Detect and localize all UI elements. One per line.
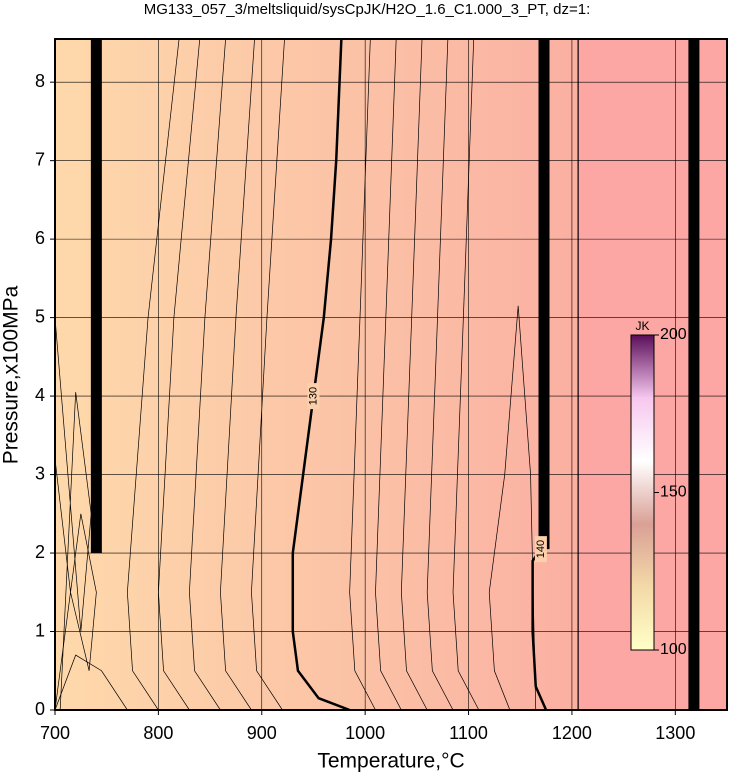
x-tick-label: 800 [143, 723, 173, 743]
y-tick-label: 3 [35, 463, 45, 483]
contour-line [189, 39, 226, 710]
y-tick-label: 7 [35, 149, 45, 169]
x-tick-label: 1200 [552, 723, 592, 743]
y-tick-label: 1 [35, 620, 45, 640]
x-tick-label: 1100 [449, 723, 488, 743]
y-tick-label: 4 [35, 385, 45, 405]
contour-line [55, 458, 97, 710]
contour-line [400, 39, 428, 710]
contour-line [55, 654, 128, 710]
contour-label-bg [307, 383, 320, 410]
frame [54, 38, 728, 711]
colorbar-tick-label: 200 [660, 326, 687, 343]
contour-line [158, 39, 201, 710]
contour-line [220, 39, 255, 710]
contour-line [426, 39, 454, 710]
x-axis-label: Temperature,°C [317, 750, 464, 773]
contour-label: 140 [535, 540, 547, 558]
contour-line [452, 39, 480, 710]
colorbar-tick-label: 150 [660, 484, 687, 501]
contour-line [127, 39, 180, 710]
y-tick-label: 2 [35, 542, 45, 562]
y-tick-label: 0 [35, 699, 45, 719]
contour-line [375, 39, 402, 710]
y-tick-label: 6 [35, 228, 45, 248]
x-tick-label: 900 [247, 723, 277, 743]
colorbar [630, 334, 655, 651]
colorbar-label: JK [635, 319, 649, 333]
contour-label: 130 [307, 387, 319, 405]
x-tick-label: 1300 [655, 723, 695, 743]
colorbar-tick-label: 100 [660, 641, 687, 658]
y-axis-label: Pressure,x100MPa [0, 285, 23, 464]
contour-line [251, 39, 285, 710]
y-tick-label: 5 [35, 306, 45, 326]
x-tick-label: 1000 [345, 723, 385, 743]
contour-line [488, 305, 537, 710]
contour-line [291, 39, 351, 710]
chart-title: MG133_057_3/meltsliquid/sysCpJK/H2O_1.6_… [144, 1, 591, 18]
plot-area: 130 140 [55, 39, 727, 710]
x-tick-label: 700 [40, 723, 70, 743]
contour-line [349, 39, 376, 710]
contour-label-bg [534, 536, 547, 563]
y-tick-label: 8 [35, 71, 45, 91]
